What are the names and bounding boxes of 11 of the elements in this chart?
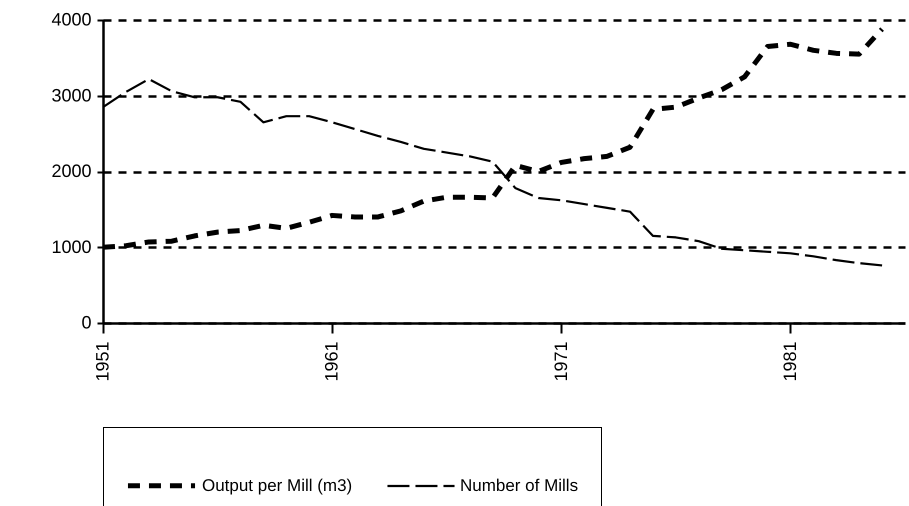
x-tick-label: 1951 (92, 342, 112, 382)
y-tick-label: 2000 (51, 161, 92, 181)
x-tick-label: 1961 (322, 342, 342, 382)
legend-label: Output per Mill (m3) (202, 476, 352, 495)
y-tick-label: 0 (81, 312, 92, 332)
y-tick-label: 1000 (51, 236, 92, 257)
x-tick-label: 1981 (780, 342, 800, 382)
x-tick-label: 1971 (550, 342, 571, 382)
y-tick-label: 4000 (51, 10, 92, 30)
legend-label: Number of Mills (460, 476, 578, 495)
y-tick-label: 3000 (51, 85, 92, 106)
